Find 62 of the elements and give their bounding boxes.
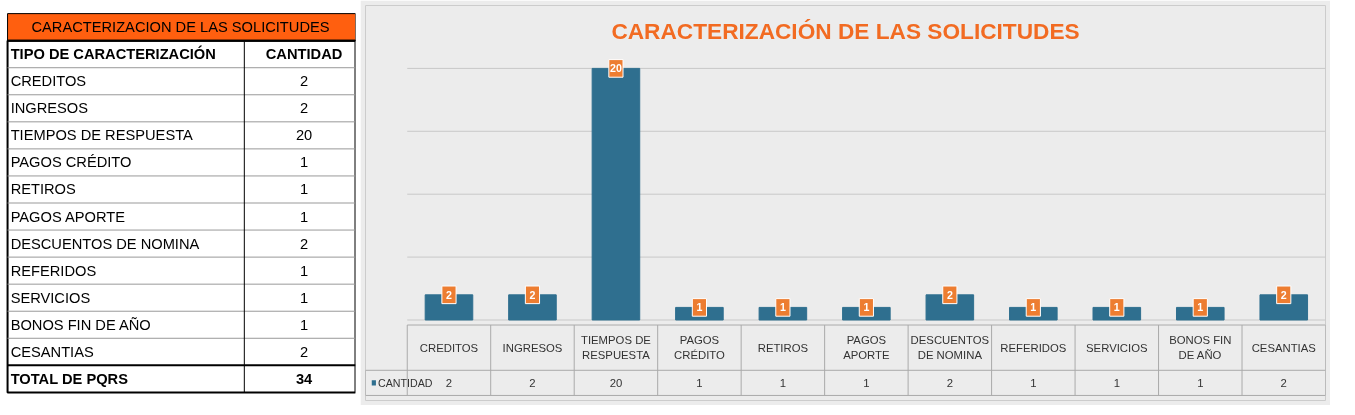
data-label: 2	[299, 343, 309, 360]
data-label: 2	[299, 73, 309, 90]
chart-title: CARACTERIZACIÓN DE LAS SOLICITUDES	[611, 17, 1080, 44]
category-label: DESCUENTOS DE NOMINA	[910, 334, 990, 361]
data-label: 1	[779, 301, 786, 314]
category-label: PAGOS APORTE	[843, 334, 890, 361]
category-label: INGRESOS	[502, 341, 563, 354]
data-label: 1	[299, 316, 309, 333]
data-label: 2	[1280, 376, 1287, 389]
text: CANTIDAD	[265, 46, 343, 63]
data-label: 2	[446, 288, 453, 301]
data-label: 1	[696, 376, 703, 389]
data-label: 1	[1113, 376, 1120, 389]
data-label: 2	[529, 288, 536, 301]
data-label: 1	[863, 376, 870, 389]
data-label: 1	[1197, 376, 1204, 389]
category-label: INGRESOS	[10, 100, 89, 117]
text: 34	[295, 370, 314, 387]
category-label: PAGOS CRÉDITO	[10, 154, 132, 171]
data-label: 1	[299, 208, 309, 225]
category-label: SERVICIOS	[1086, 341, 1148, 354]
text: TOTAL DE PQRS	[10, 370, 129, 387]
category-label: CESANTIAS	[10, 343, 94, 360]
data-label: 2	[529, 376, 536, 389]
data-label: 2	[445, 376, 453, 389]
data-label: 1	[299, 262, 309, 279]
category-label: TIEMPOS DE RESPUESTA	[10, 127, 194, 144]
category-label: RETIROS	[10, 181, 77, 198]
data-label: 1	[1197, 301, 1204, 314]
category-label: PAGOS APORTE	[10, 208, 126, 225]
data-label: 1	[299, 181, 309, 198]
data-label: 1	[1113, 301, 1120, 314]
category-label: REFERIDOS	[1000, 341, 1067, 354]
category-label: SERVICIOS	[10, 289, 91, 306]
category-label: CREDITOS	[419, 341, 479, 354]
category-label: PAGOS CRÉDITO	[674, 334, 725, 361]
data-label: 20	[295, 127, 313, 144]
data-label: 1	[863, 301, 870, 314]
category-label: TIEMPOS DE RESPUESTA	[581, 334, 651, 361]
data-label: 20	[609, 376, 623, 389]
data-label: 1	[1030, 376, 1037, 389]
text: CARACTERIZACION DE LAS SOLICITUDES	[31, 19, 330, 36]
category-label: BONOS FIN DE AÑO	[1169, 334, 1232, 361]
category-label: RETIROS	[757, 341, 809, 354]
data-label: 2	[1280, 288, 1287, 301]
legend-label: CANTIDAD	[378, 376, 433, 389]
category-label: BONOS FIN DE AÑO	[10, 316, 151, 333]
category-label: REFERIDOS	[10, 262, 97, 279]
data-label: 2	[299, 100, 309, 117]
data-label: 1	[696, 301, 703, 314]
category-label: CREDITOS	[10, 73, 87, 90]
category-label: CESANTIAS	[1251, 341, 1316, 354]
data-label: 1	[1030, 301, 1037, 314]
category-label: DESCUENTOS DE NOMINA	[10, 235, 200, 252]
data-label: 20	[610, 62, 622, 75]
data-label: 1	[299, 289, 309, 306]
data-label: 2	[946, 376, 954, 389]
data-label: 2	[946, 288, 953, 301]
text: TIPO DE CARACTERIZACIÓN	[10, 45, 216, 63]
data-label: 1	[299, 154, 309, 171]
data-label: 1	[779, 376, 787, 389]
data-label: 2	[299, 235, 309, 252]
